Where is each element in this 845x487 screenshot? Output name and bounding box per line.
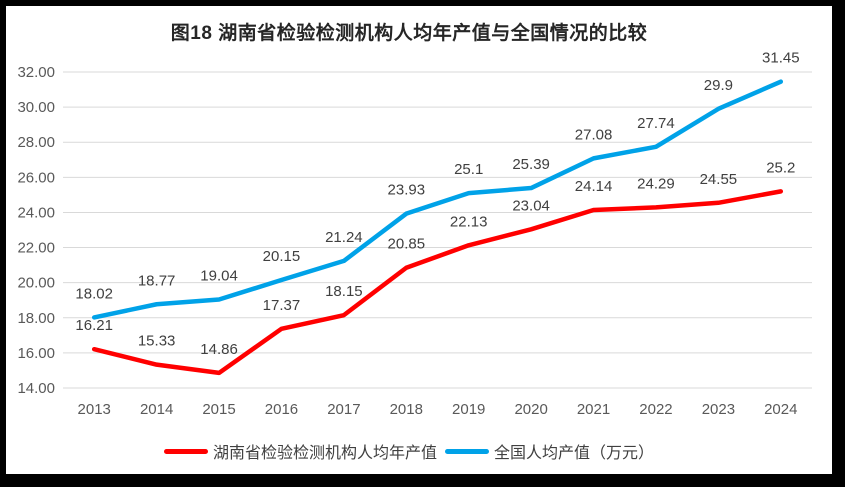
data-label-series-1: 18.02 bbox=[75, 285, 113, 302]
data-label-series-1: 20.15 bbox=[263, 248, 301, 265]
chart-title: 图18 湖南省检验检测机构人均年产值与全国情况的比较 bbox=[170, 23, 648, 44]
data-label-series-0: 24.55 bbox=[700, 171, 738, 188]
data-label-series-1: 25.1 bbox=[454, 161, 483, 178]
red-line-swatch bbox=[163, 448, 208, 454]
data-label-series-1: 19.04 bbox=[200, 268, 238, 285]
data-label-series-0: 14.86 bbox=[200, 341, 238, 358]
y-axis-tick-label: 28.00 bbox=[17, 134, 55, 151]
y-axis-tick-label: 14.00 bbox=[17, 380, 55, 397]
data-label-series-0: 25.2 bbox=[766, 159, 795, 176]
legend: 湖南省检验检测机构人均年产值 全国人均产值（万元） bbox=[6, 439, 812, 463]
x-axis-tick-label: 2024 bbox=[764, 401, 797, 418]
y-axis-tick-label: 32.00 bbox=[17, 64, 55, 81]
x-axis-tick-label: 2018 bbox=[390, 401, 423, 418]
legend-item-hunan: 湖南省检验检测机构人均年产值 bbox=[163, 439, 437, 463]
data-label-series-0: 23.04 bbox=[512, 197, 550, 214]
line-chart: 图18 湖南省检验检测机构人均年产值与全国情况的比较 14.00 16.00 18.… bbox=[6, 6, 832, 474]
x-axis-tick-label: 2021 bbox=[577, 401, 610, 418]
y-axis-tick-label: 24.00 bbox=[17, 204, 55, 221]
x-axis-tick-label: 2019 bbox=[452, 401, 485, 418]
data-label-series-1: 25.39 bbox=[512, 156, 550, 173]
y-axis-tick-label: 22.00 bbox=[17, 240, 55, 257]
series-line-0 bbox=[91, 189, 784, 376]
x-axis-tick-label: 2016 bbox=[265, 401, 298, 418]
data-label-series-0: 24.29 bbox=[637, 175, 675, 192]
data-label-series-0: 20.85 bbox=[388, 236, 426, 253]
data-label-series-0: 16.21 bbox=[75, 317, 113, 334]
series-line-1 bbox=[91, 79, 784, 320]
data-label-series-0: 18.15 bbox=[325, 283, 363, 300]
plot-area: 14.00 16.00 18.00 20.00 22.00 24.00 26.00 28.00… bbox=[17, 50, 812, 418]
data-label-series-0: 15.33 bbox=[138, 333, 176, 350]
legend-item-national: 全国人均产值（万元） bbox=[445, 439, 654, 463]
y-axis-tick-label: 16.00 bbox=[17, 345, 55, 362]
x-axis-tick-label: 2013 bbox=[78, 401, 111, 418]
x-axis-tick-label: 2015 bbox=[202, 401, 235, 418]
legend-label-national: 全国人均产值（万元） bbox=[494, 445, 655, 462]
legend-label-hunan: 湖南省检验检测机构人均年产值 bbox=[212, 445, 437, 462]
data-label-series-1: 21.24 bbox=[325, 229, 363, 246]
data-label-series-1: 27.08 bbox=[575, 126, 613, 143]
y-axis-tick-label: 26.00 bbox=[17, 169, 55, 186]
data-label-series-1: 27.74 bbox=[637, 115, 675, 132]
data-label-series-1: 31.45 bbox=[762, 50, 800, 67]
y-axis-tick-label: 20.00 bbox=[17, 275, 55, 292]
blue-line-swatch bbox=[445, 448, 489, 454]
data-label-series-0: 22.13 bbox=[450, 213, 488, 230]
data-label-series-1: 18.77 bbox=[138, 272, 176, 289]
x-axis-tick-label: 2017 bbox=[327, 401, 360, 418]
data-label-series-0: 17.37 bbox=[263, 297, 301, 314]
x-axis-tick-label: 2020 bbox=[514, 401, 547, 418]
y-axis-tick-label: 18.00 bbox=[17, 310, 55, 327]
y-axis-tick-label: 30.00 bbox=[17, 99, 55, 116]
data-label-series-1: 23.93 bbox=[388, 182, 426, 199]
x-axis-tick-label: 2022 bbox=[639, 401, 672, 418]
x-axis-tick-label: 2014 bbox=[140, 401, 173, 418]
x-axis-tick-label: 2023 bbox=[702, 401, 735, 418]
data-label-series-1: 29.9 bbox=[704, 77, 733, 94]
data-label-series-0: 24.14 bbox=[575, 178, 613, 195]
